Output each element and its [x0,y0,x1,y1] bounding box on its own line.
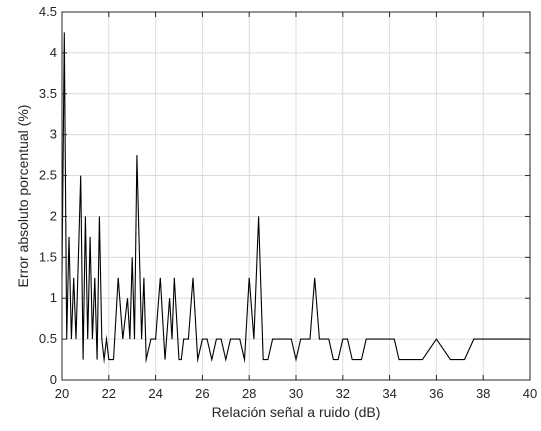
y-tick-label: 1 [50,290,57,305]
y-tick-label: 3 [50,127,57,142]
y-axis-title: Error absoluto porcentual (%) [15,105,31,288]
x-axis-title: Relación señal a ruido (dB) [212,404,381,420]
x-tick-label: 38 [476,386,490,401]
x-tick-label: 28 [242,386,256,401]
y-tick-label: 3.5 [39,86,57,101]
x-tick-label: 20 [55,386,69,401]
y-tick-label: 4.5 [39,4,57,19]
y-tick-label: 2 [50,208,57,223]
x-tick-label: 30 [289,386,303,401]
ticks: 20 22 24 26 28 30 32 34 36 38 40 0 0.5 1 1.5 2 2.5 3 3.5 4 4… [39,4,537,401]
x-tick-label: 36 [429,386,443,401]
y-tick-label: 4 [50,45,57,60]
x-tick-label: 26 [195,386,209,401]
y-tick-label: 0 [50,372,57,387]
series-line [61,32,530,365]
x-tick-label: 32 [336,386,350,401]
x-tick-label: 22 [102,386,116,401]
y-tick-label: 1.5 [39,249,57,264]
y-tick-label: 2.5 [39,168,57,183]
x-tick-label: 34 [382,386,396,401]
series-layer [61,32,530,365]
y-tick-label: 0.5 [39,331,57,346]
x-tick-label: 24 [148,386,162,401]
x-tick-label: 40 [523,386,537,401]
